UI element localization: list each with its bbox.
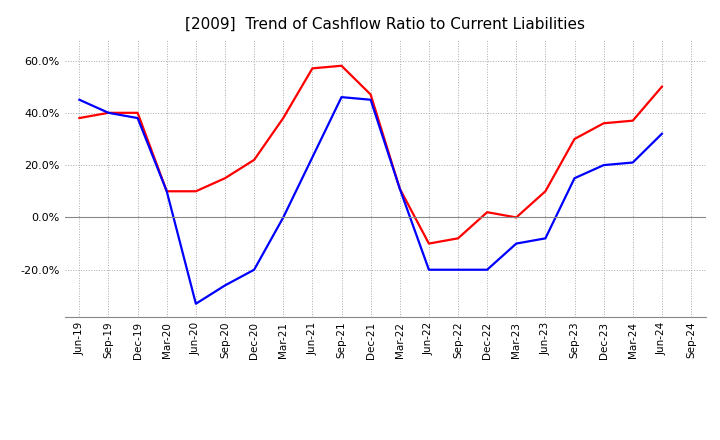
Free CF to Current Liabilities: [279, 215, 287, 220]
Free CF to Current Liabilities: [250, 267, 258, 272]
Operating CF to Current Liabilities: [366, 92, 375, 97]
Operating CF to Current Liabilities: [512, 215, 521, 220]
Free CF to Current Liabilities: [104, 110, 113, 115]
Free CF to Current Liabilities: [366, 97, 375, 103]
Free CF to Current Liabilities: [483, 267, 492, 272]
Operating CF to Current Liabilities: [541, 189, 550, 194]
Free CF to Current Liabilities: [454, 267, 462, 272]
Title: [2009]  Trend of Cashflow Ratio to Current Liabilities: [2009] Trend of Cashflow Ratio to Curren…: [185, 16, 585, 32]
Operating CF to Current Liabilities: [163, 189, 171, 194]
Free CF to Current Liabilities: [629, 160, 637, 165]
Free CF to Current Liabilities: [657, 131, 666, 136]
Free CF to Current Liabilities: [192, 301, 200, 306]
Operating CF to Current Liabilities: [599, 121, 608, 126]
Free CF to Current Liabilities: [337, 95, 346, 100]
Operating CF to Current Liabilities: [454, 236, 462, 241]
Free CF to Current Liabilities: [570, 176, 579, 181]
Free CF to Current Liabilities: [395, 186, 404, 191]
Operating CF to Current Liabilities: [425, 241, 433, 246]
Operating CF to Current Liabilities: [395, 186, 404, 191]
Free CF to Current Liabilities: [512, 241, 521, 246]
Operating CF to Current Liabilities: [337, 63, 346, 68]
Operating CF to Current Liabilities: [657, 84, 666, 89]
Free CF to Current Liabilities: [163, 189, 171, 194]
Free CF to Current Liabilities: [425, 267, 433, 272]
Free CF to Current Liabilities: [599, 162, 608, 168]
Operating CF to Current Liabilities: [75, 115, 84, 121]
Operating CF to Current Liabilities: [104, 110, 113, 115]
Free CF to Current Liabilities: [308, 154, 317, 160]
Free CF to Current Liabilities: [133, 115, 142, 121]
Line: Free CF to Current Liabilities: Free CF to Current Liabilities: [79, 97, 662, 304]
Operating CF to Current Liabilities: [220, 176, 229, 181]
Free CF to Current Liabilities: [220, 283, 229, 288]
Free CF to Current Liabilities: [541, 236, 550, 241]
Operating CF to Current Liabilities: [250, 157, 258, 162]
Operating CF to Current Liabilities: [279, 115, 287, 121]
Operating CF to Current Liabilities: [133, 110, 142, 115]
Free CF to Current Liabilities: [75, 97, 84, 103]
Line: Operating CF to Current Liabilities: Operating CF to Current Liabilities: [79, 66, 662, 244]
Operating CF to Current Liabilities: [629, 118, 637, 123]
Operating CF to Current Liabilities: [570, 136, 579, 142]
Legend: Operating CF to Current Liabilities, Free CF to Current Liabilities: Operating CF to Current Liabilities, Fre…: [152, 439, 618, 440]
Operating CF to Current Liabilities: [483, 209, 492, 215]
Operating CF to Current Liabilities: [192, 189, 200, 194]
Operating CF to Current Liabilities: [308, 66, 317, 71]
